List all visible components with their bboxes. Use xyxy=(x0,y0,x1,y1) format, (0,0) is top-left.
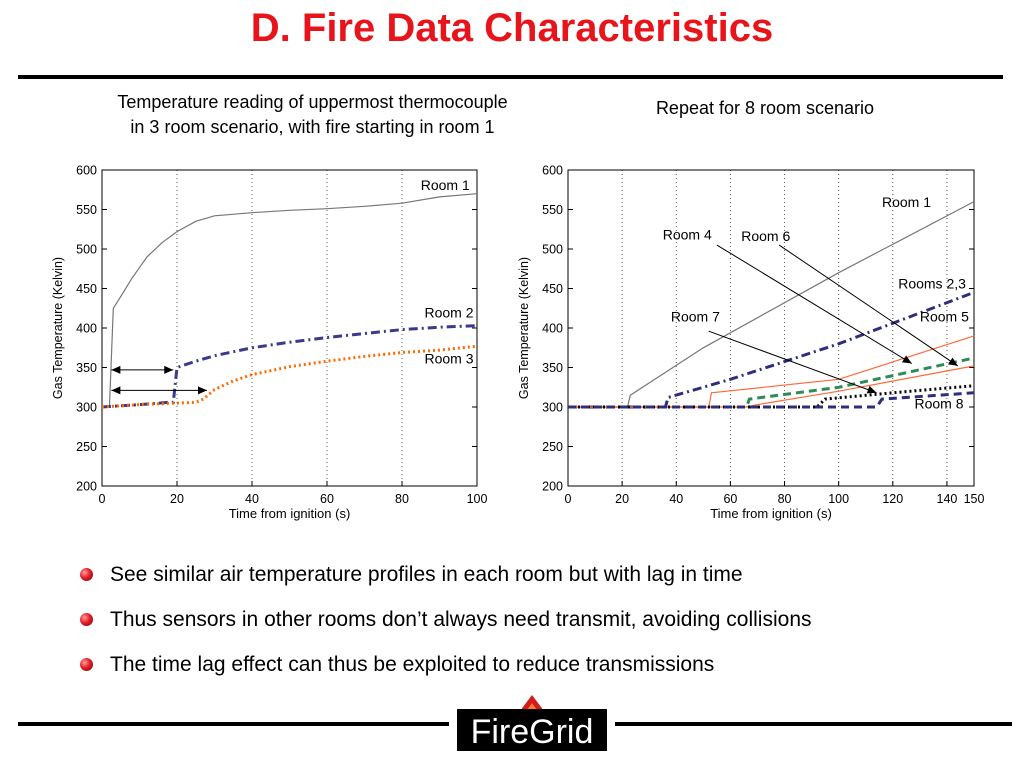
top-divider xyxy=(18,75,1003,79)
chart-3-room: 0 20 40 60 80 100 200 250 300 350 400 450 500 550 600 T… xyxy=(51,164,488,522)
plot-frame xyxy=(101,169,478,487)
plot-frame xyxy=(567,169,975,487)
x-tick-label: 40 xyxy=(245,492,259,506)
bullet-text: Thus sensors in other rooms don’t always… xyxy=(110,608,812,631)
series-line xyxy=(568,384,975,409)
bullet-icon xyxy=(80,568,93,581)
y-tick-label: 200 xyxy=(542,480,563,494)
y-tick-label: 500 xyxy=(76,243,97,257)
y-tick-label: 550 xyxy=(76,203,97,217)
logo-text: FireGrid xyxy=(471,713,594,751)
arrow-head xyxy=(111,365,121,374)
x-tick-label: 80 xyxy=(778,492,792,506)
bullet-text: See similar air temperature profiles in … xyxy=(110,563,743,586)
firegrid-logo: FireGrid xyxy=(449,693,615,755)
bottom-divider-left xyxy=(18,722,450,726)
arrow-head xyxy=(198,386,207,395)
series-line xyxy=(101,193,478,408)
x-tick-label: 80 xyxy=(395,492,409,506)
x-tick-label: 20 xyxy=(170,492,184,506)
y-tick-label: 400 xyxy=(76,322,97,336)
bullet-text: The time lag effect can thus be exploite… xyxy=(110,653,715,676)
right-chart-caption: Repeat for 8 room scenario xyxy=(655,98,875,118)
y-axis-label: Gas Temperature (Kelvin) xyxy=(517,257,531,399)
x-tick-label: 100 xyxy=(467,492,488,506)
annotation-arrow xyxy=(708,330,877,394)
x-tick-label: 20 xyxy=(615,492,629,506)
x-tick-label: 60 xyxy=(320,492,334,506)
series-annotation: Room 8 xyxy=(914,396,963,412)
y-tick-label: 450 xyxy=(76,282,97,296)
x-axis-label: Time from ignition (s) xyxy=(229,506,351,521)
y-tick-label: 250 xyxy=(76,440,97,454)
x-tick-label: 150 xyxy=(964,492,985,506)
arrow-head xyxy=(866,385,877,394)
series-annotation: Room 5 xyxy=(920,309,969,325)
chart-8-room: 0 20 40 60 80 100 120 140 150 200 250 300 350 400 450 5… xyxy=(517,164,985,522)
series-annotation: Room 3 xyxy=(425,351,474,367)
x-tick-label: 140 xyxy=(937,492,958,506)
arrow-head xyxy=(901,355,912,364)
y-tick-label: 350 xyxy=(76,361,97,375)
series-annotation: Room 1 xyxy=(882,194,931,210)
left-caption-line-1: Temperature reading of uppermost thermoc… xyxy=(117,92,508,112)
plot-area xyxy=(102,170,477,486)
x-tick-label: 40 xyxy=(669,492,683,506)
y-tick-label: 300 xyxy=(76,401,97,415)
bullet-item: Thus sensors in other rooms don’t always… xyxy=(80,605,1010,650)
series-annotation: Room 4 xyxy=(663,227,712,243)
series-line xyxy=(101,324,478,409)
bullet-list: See similar air temperature profiles in … xyxy=(80,560,1010,695)
y-tick-label: 200 xyxy=(76,480,97,494)
y-axis-label: Gas Temperature (Kelvin) xyxy=(51,257,65,399)
y-tick-label: 300 xyxy=(542,401,563,415)
bullet-item: See similar air temperature profiles in … xyxy=(80,560,1010,605)
series-annotation: Room 1 xyxy=(421,177,470,193)
bottom-divider-right xyxy=(615,722,1012,726)
y-tick-label: 350 xyxy=(542,361,563,375)
bullet-icon xyxy=(80,658,93,671)
series-annotation: Room 6 xyxy=(741,228,790,244)
y-tick-label: 250 xyxy=(542,440,563,454)
y-tick-label: 400 xyxy=(542,322,563,336)
series-annotation: Room 2 xyxy=(425,305,474,321)
y-tick-label: 500 xyxy=(542,243,563,257)
y-tick-label: 450 xyxy=(542,282,563,296)
annotation-arrow xyxy=(716,244,913,364)
bullet-item: The time lag effect can thus be exploite… xyxy=(80,650,1010,695)
x-tick-label: 120 xyxy=(882,492,903,506)
arrow-head xyxy=(111,386,121,395)
plot-area xyxy=(568,170,974,486)
x-tick-label: 0 xyxy=(99,492,106,506)
x-tick-label: 0 xyxy=(565,492,572,506)
x-tick-label: 100 xyxy=(828,492,849,506)
annotation-arrow xyxy=(778,244,959,367)
left-chart-caption: Temperature reading of uppermost thermoc… xyxy=(40,90,585,140)
x-axis-label: Time from ignition (s) xyxy=(710,506,832,521)
y-tick-label: 600 xyxy=(76,164,97,178)
bullet-icon xyxy=(80,613,93,626)
arrow-head xyxy=(164,365,174,374)
left-caption-line-2: in 3 room scenario, with fire starting i… xyxy=(130,117,495,137)
x-tick-label: 60 xyxy=(723,492,737,506)
y-tick-label: 600 xyxy=(542,164,563,178)
series-annotation: Room 7 xyxy=(671,309,720,325)
slide-title: D. Fire Data Characteristics xyxy=(250,6,774,50)
series-annotation: Rooms 2,3 xyxy=(898,276,966,292)
arrow-head xyxy=(948,357,958,366)
series-line xyxy=(568,391,975,409)
y-tick-label: 550 xyxy=(542,203,563,217)
